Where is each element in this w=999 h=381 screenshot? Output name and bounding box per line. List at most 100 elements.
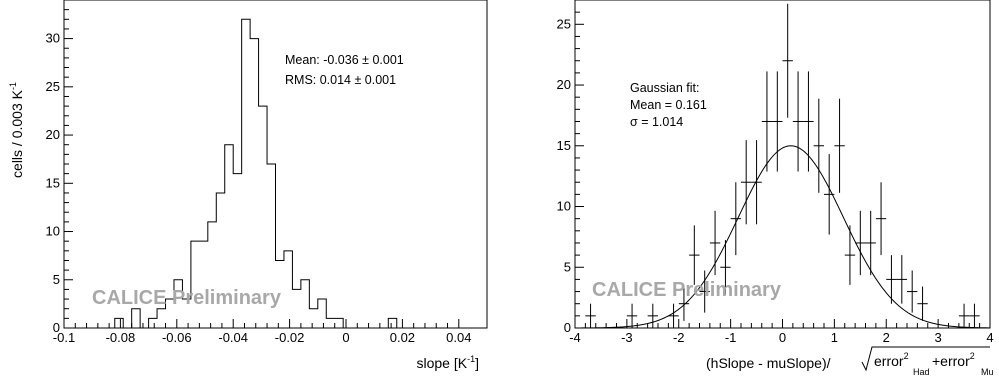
histogram-x-label-sup: -1 [467,354,475,364]
histogram-outline [114,18,398,329]
histogram-stat-rms: RMS: 0.014 ± 0.001 [285,73,396,87]
x-tick-label: 0 [779,330,786,345]
y-tick-label: 0 [564,320,571,335]
data-point [844,225,856,285]
data-point [886,255,897,304]
histogram-x-label: slope [K-1] [417,354,480,371]
fit-x-label-plus: +error2 [932,351,975,369]
histogram-y-label-sup: -1 [8,82,18,90]
data-point [969,303,980,328]
x-tick-label: 1 [831,330,838,345]
y-tick-label: 5 [564,259,571,274]
histogram-bin [309,309,317,328]
data-point [875,182,887,256]
histogram-bin [335,318,343,328]
data-point [741,140,752,225]
fit-x-label-sub-a: Had [913,367,930,377]
histogram-bin [115,318,123,328]
y-tick-label: 30 [46,31,60,46]
fit-stat-title: Gaussian fit: [630,81,699,95]
data-point [958,303,970,328]
x-tick-label: -1 [725,330,737,345]
histogram-bin [301,280,309,328]
histogram-bin [208,222,216,328]
fit-panel: -4 -3 -2 -1 0 1 2 3 4 0 5 10 15 20 25 CALICE Prelimin… [557,0,994,377]
histogram-y-label-text: cells / 0.003 K [9,89,25,178]
fit-stat-sigma: σ = 1.014 [630,115,683,129]
data-point [585,303,596,328]
y-tick-label: 25 [557,16,571,31]
x-tick-label: -3 [621,330,633,345]
histogram-bin [284,251,292,328]
y-tick-label: 5 [53,272,60,287]
data-point [761,71,773,172]
y-tick-label: 0 [53,320,60,335]
fit-marks [585,3,980,329]
y-tick-label: 10 [557,199,571,214]
histogram-y-ticks: 0 5 10 15 20 25 30 [46,0,73,335]
x-tick-label: -4 [569,330,581,345]
x-tick-label: 0.02 [390,330,415,345]
data-point [917,286,928,321]
data-point [709,210,721,276]
data-point [699,270,710,313]
x-tick-label: -0.08 [106,330,136,345]
histogram-bin [149,318,157,328]
histogram-x-label-text: slope [K [417,355,468,371]
data-point [668,303,679,328]
histogram-x-label-end: ] [475,355,479,371]
histogram-x-ticks: -0.1 -0.08 -0.06 -0.04 -0.02 0 0.02 0.04 [53,319,471,345]
fit-x-label-root: error2 [874,351,909,369]
fit-x-ticks: -4 -3 -2 -1 0 1 2 3 4 [569,319,994,345]
fit-watermark: CALICE Preliminary [592,279,782,301]
x-tick-label: -0.06 [162,330,192,345]
histogram-y-label: cells / 0.003 K-1 [8,82,25,178]
fit-x-label-main: (hSlope - muSlope)/ [706,355,831,371]
data-point [782,3,793,118]
data-point [896,255,907,304]
x-tick-label: -2 [673,330,685,345]
data-point [689,225,700,285]
y-tick-label: 15 [46,175,60,190]
y-tick-label: 15 [557,138,571,153]
histogram-bin [292,289,300,328]
data-point [730,182,741,256]
data-point [834,98,845,193]
fit-y-ticks: 0 5 10 15 20 25 [557,0,584,335]
data-point [792,71,804,172]
x-tick-label: -0.04 [218,330,248,345]
histogram-bin [388,318,396,328]
histogram-bin [318,299,326,328]
y-tick-label: 20 [46,127,60,142]
data-point [678,286,690,321]
data-point [751,140,762,225]
y-tick-label: 20 [557,77,571,92]
histogram-bin [157,309,165,328]
fit-x-label-error-a: error [874,353,904,369]
histogram-bin [242,19,250,328]
y-tick-label: 25 [46,79,60,94]
fit-x-label-error-b: +error [932,353,970,369]
histogram-bin [326,318,334,328]
histogram-watermark: CALICE Preliminary [92,287,282,309]
gaussian-fit-curve [575,145,991,329]
fit-x-label-sub-b: Mu [981,367,994,377]
data-point [803,71,814,172]
data-point [907,270,918,313]
fit-x-label: (hSlope - muSlope)/ error2 Had +error2 M… [706,346,994,377]
x-tick-label: 0 [342,330,349,345]
fit-x-label-sup-a: 2 [904,351,909,361]
fit-x-label-sup-b: 2 [970,351,975,361]
y-tick-label: 10 [46,224,60,239]
data-point [647,303,658,328]
data-point [720,240,731,295]
histogram-bin [191,241,199,328]
histogram-stat-mean: Mean: -0.036 ± 0.001 [285,53,404,67]
x-tick-label: 2 [883,330,890,345]
data-point [626,303,638,328]
data-point [865,210,876,276]
x-tick-label: -0.1 [53,330,75,345]
sqrt-sign [861,346,990,372]
data-point [772,71,783,172]
